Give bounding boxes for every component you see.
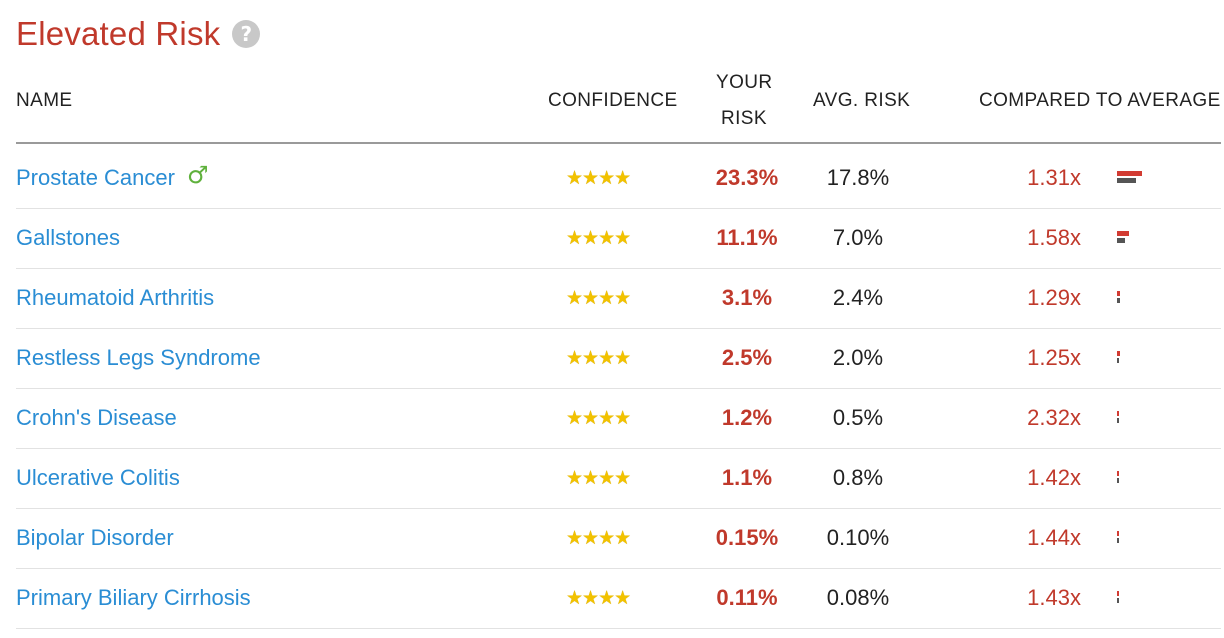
your-risk-value: 0.11% [716, 585, 778, 610]
confidence-stars: ★★★★ [566, 227, 631, 249]
condition-name-link[interactable]: Primary Biliary Cirrhosis [16, 568, 251, 628]
condition-name-link[interactable]: Ulcerative Colitis [16, 448, 180, 508]
your-risk-bar [1117, 231, 1129, 236]
condition-name-link[interactable]: Rheumatoid Arthritis [16, 268, 214, 328]
avg-risk-value: 2.4% [832, 285, 884, 310]
male-icon: ♂ [186, 161, 209, 189]
your-risk-value: 0.15% [715, 525, 779, 550]
avg-risk-value: 0.10% [826, 525, 890, 550]
page-title: Elevated Risk [16, 15, 221, 52]
your-risk-bar [1117, 351, 1120, 356]
column-header-your-risk-line2[interactable]: RISK [721, 108, 767, 129]
column-header-confidence[interactable]: CONFIDENCE [548, 90, 678, 111]
table-row: Prostate Cancer ♂ ★★★★ 23.3% 17.8% 1.31x [16, 148, 1221, 209]
compared-ratio: 1.58x [1027, 225, 1081, 250]
condition-name[interactable]: Gallstones [16, 225, 120, 250]
condition-name[interactable]: Bipolar Disorder [16, 525, 174, 550]
your-risk-value: 3.1% [721, 285, 773, 310]
table-row: Restless Legs Syndrome ★★★★ 2.5% 2.0% 1.25x [16, 328, 1221, 389]
confidence-stars: ★★★★ [566, 347, 631, 369]
avg-risk-value: 7.0% [832, 225, 884, 250]
avg-risk-bar [1117, 238, 1125, 243]
your-risk-bar [1117, 471, 1119, 476]
avg-risk-bar [1117, 598, 1119, 603]
your-risk-value: 2.5% [721, 345, 773, 370]
avg-risk-bar [1117, 178, 1136, 183]
condition-name-link[interactable]: Crohn's Disease [16, 388, 177, 448]
condition-name-link[interactable]: Prostate Cancer ♂ [16, 148, 208, 208]
avg-risk-bar [1117, 358, 1119, 363]
condition-name[interactable]: Prostate Cancer [16, 165, 175, 190]
confidence-stars: ★★★★ [566, 587, 631, 609]
condition-name[interactable]: Crohn's Disease [16, 405, 177, 430]
compared-ratio: 2.32x [1027, 405, 1081, 430]
column-header-your-risk-line1[interactable]: YOUR [716, 72, 773, 93]
your-risk-bar [1117, 171, 1142, 176]
avg-risk-bar [1117, 298, 1120, 303]
compared-ratio: 1.44x [1027, 525, 1081, 550]
avg-risk-value: 0.8% [832, 465, 884, 490]
compared-ratio: 1.29x [1027, 285, 1081, 310]
confidence-stars: ★★★★ [566, 287, 631, 309]
help-icon[interactable]: ? [232, 20, 261, 48]
compared-ratio: 1.25x [1027, 345, 1081, 370]
column-header-avg-risk[interactable]: AVG. RISK [813, 90, 911, 111]
your-risk-value: 1.2% [721, 405, 773, 430]
avg-risk-bar [1117, 478, 1119, 483]
condition-name-link[interactable]: Bipolar Disorder [16, 508, 174, 568]
avg-risk-value: 17.8% [826, 165, 890, 190]
confidence-stars: ★★★★ [566, 407, 631, 429]
condition-name[interactable]: Primary Biliary Cirrhosis [16, 585, 251, 610]
compared-ratio: 1.31x [1027, 165, 1081, 190]
condition-name-link[interactable]: Restless Legs Syndrome [16, 328, 261, 388]
column-header-name[interactable]: NAME [16, 90, 73, 111]
compared-ratio: 1.43x [1027, 585, 1081, 610]
your-risk-value: 1.1% [721, 465, 773, 490]
your-risk-bar [1117, 591, 1119, 596]
avg-risk-value: 0.5% [832, 405, 884, 430]
table-row: Crohn's Disease ★★★★ 1.2% 0.5% 2.32x [16, 388, 1221, 449]
table-row: Rheumatoid Arthritis ★★★★ 3.1% 2.4% 1.29x [16, 268, 1221, 329]
confidence-stars: ★★★★ [566, 467, 631, 489]
confidence-stars: ★★★★ [566, 167, 631, 189]
page-header: Elevated Risk ? [16, 12, 261, 56]
condition-name-link[interactable]: Gallstones [16, 208, 120, 268]
confidence-stars: ★★★★ [566, 527, 631, 549]
condition-name[interactable]: Ulcerative Colitis [16, 465, 180, 490]
condition-name[interactable]: Rheumatoid Arthritis [16, 285, 215, 310]
avg-risk-bar [1117, 418, 1119, 423]
column-header-compared-to-average[interactable]: COMPARED TO AVERAGE [979, 90, 1221, 111]
table-row: Primary Biliary Cirrhosis ★★★★ 0.11% 0.08% 1… [16, 568, 1221, 629]
your-risk-value: 23.3% [715, 165, 779, 190]
table-row: Ulcerative Colitis ★★★★ 1.1% 0.8% 1.42x [16, 448, 1221, 509]
header-divider [16, 142, 1221, 144]
avg-risk-bar [1117, 538, 1119, 543]
your-risk-bar [1117, 411, 1119, 416]
avg-risk-value: 0.08% [826, 585, 890, 610]
compared-ratio: 1.42x [1027, 465, 1081, 490]
your-risk-bar [1117, 291, 1120, 296]
table-row: Gallstones ★★★★ 11.1% 7.0% 1.58x [16, 208, 1221, 269]
condition-name[interactable]: Restless Legs Syndrome [16, 345, 261, 370]
your-risk-bar [1117, 531, 1119, 536]
avg-risk-value: 2.0% [832, 345, 884, 370]
table-row: Bipolar Disorder ★★★★ 0.15% 0.10% 1.44x [16, 508, 1221, 569]
your-risk-value: 11.1% [716, 225, 778, 250]
